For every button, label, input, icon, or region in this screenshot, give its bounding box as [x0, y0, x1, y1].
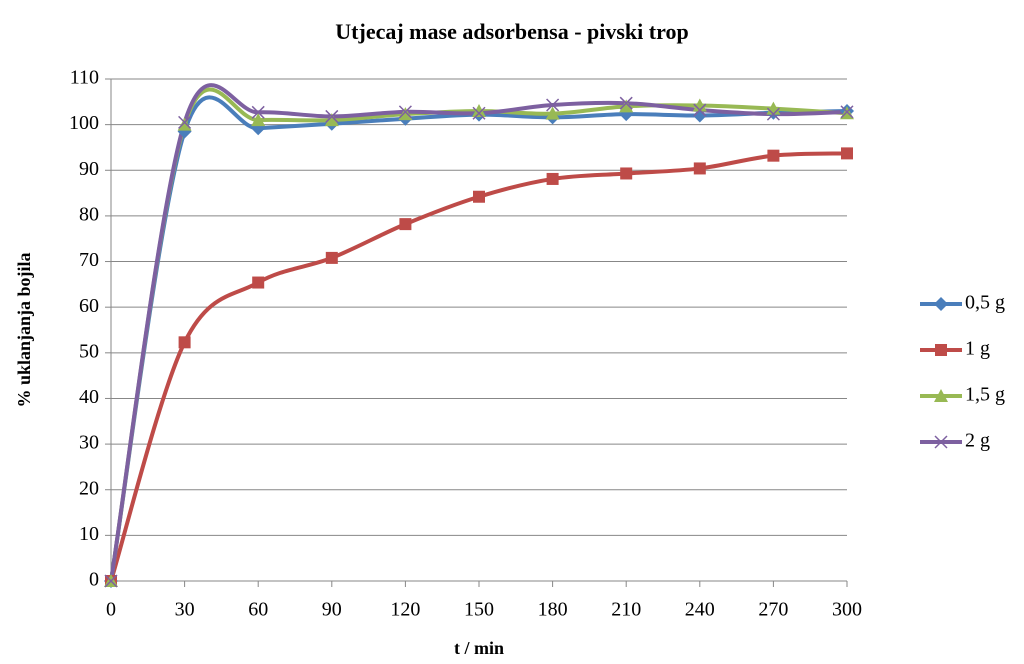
- data-point: [545, 106, 560, 120]
- y-tick-label: 20: [79, 477, 99, 499]
- x-tick-label: 180: [538, 599, 568, 621]
- data-point: [692, 98, 707, 112]
- data-point: [841, 147, 853, 160]
- x-tick-label: 0: [106, 599, 116, 621]
- x-axis-label: t / min: [454, 638, 504, 658]
- y-tick-label: 80: [79, 204, 99, 226]
- data-point: [251, 105, 265, 119]
- data-point: [104, 574, 118, 588]
- y-tick-label: 0: [89, 569, 99, 591]
- data-point: [692, 108, 707, 123]
- legend-marker: [934, 297, 948, 311]
- data-point: [766, 107, 780, 121]
- data-point: [178, 115, 192, 129]
- data-point: [619, 99, 634, 113]
- x-tick-label: 60: [248, 599, 268, 621]
- x-tick-label: 30: [175, 599, 195, 621]
- y-tick-label: 50: [79, 340, 99, 362]
- legend-marker: [934, 389, 948, 402]
- legend-marker: [935, 344, 947, 356]
- y-tick-label: 10: [79, 523, 99, 545]
- data-point: [619, 96, 633, 110]
- data-point: [472, 103, 486, 117]
- data-point: [399, 218, 412, 231]
- data-point: [693, 103, 707, 117]
- x-tick-label: 270: [758, 599, 788, 621]
- x-tick-label: 90: [322, 599, 342, 621]
- y-tick-label: 110: [70, 67, 99, 89]
- y-tick-label: 70: [79, 249, 99, 271]
- data-point: [398, 107, 413, 121]
- x-tick-label: 210: [611, 599, 641, 621]
- data-point: [546, 98, 560, 112]
- y-tick-label: 30: [79, 432, 99, 454]
- x-tick-label: 120: [390, 599, 420, 621]
- data-point: [177, 117, 192, 131]
- data-point: [398, 105, 412, 119]
- data-point: [620, 167, 633, 180]
- data-point: [546, 172, 559, 185]
- x-tick-label: 150: [464, 599, 494, 621]
- legend-label: 2 g: [965, 430, 990, 452]
- legend-label: 1 g: [965, 338, 990, 360]
- data-point: [325, 109, 339, 123]
- data-point: [473, 190, 485, 203]
- data-point: [252, 276, 265, 289]
- data-point: [325, 251, 338, 264]
- legend-label: 0,5 g: [965, 292, 1005, 314]
- series-line: [109, 151, 848, 582]
- y-tick-label: 40: [79, 386, 99, 408]
- data-point: [324, 113, 339, 127]
- data-point: [251, 113, 266, 127]
- legend-label: 1,5 g: [965, 384, 1005, 406]
- data-point: [767, 149, 780, 162]
- data-point: [251, 121, 266, 136]
- y-tick-label: 90: [79, 158, 99, 180]
- data-point: [472, 106, 486, 120]
- x-tick-label: 240: [685, 599, 715, 621]
- x-tick-label: 300: [832, 599, 862, 621]
- data-point: [178, 336, 191, 349]
- y-axis-label: % uklanjanja bojila: [14, 252, 34, 407]
- legend-marker: [934, 435, 948, 449]
- y-tick-label: 60: [79, 295, 99, 317]
- series-line: [109, 83, 848, 582]
- data-point: [840, 105, 854, 119]
- data-point: [693, 162, 706, 175]
- chart-title: Utjecaj mase adsorbensa - pivski trop: [335, 19, 688, 44]
- y-tick-label: 100: [69, 112, 99, 134]
